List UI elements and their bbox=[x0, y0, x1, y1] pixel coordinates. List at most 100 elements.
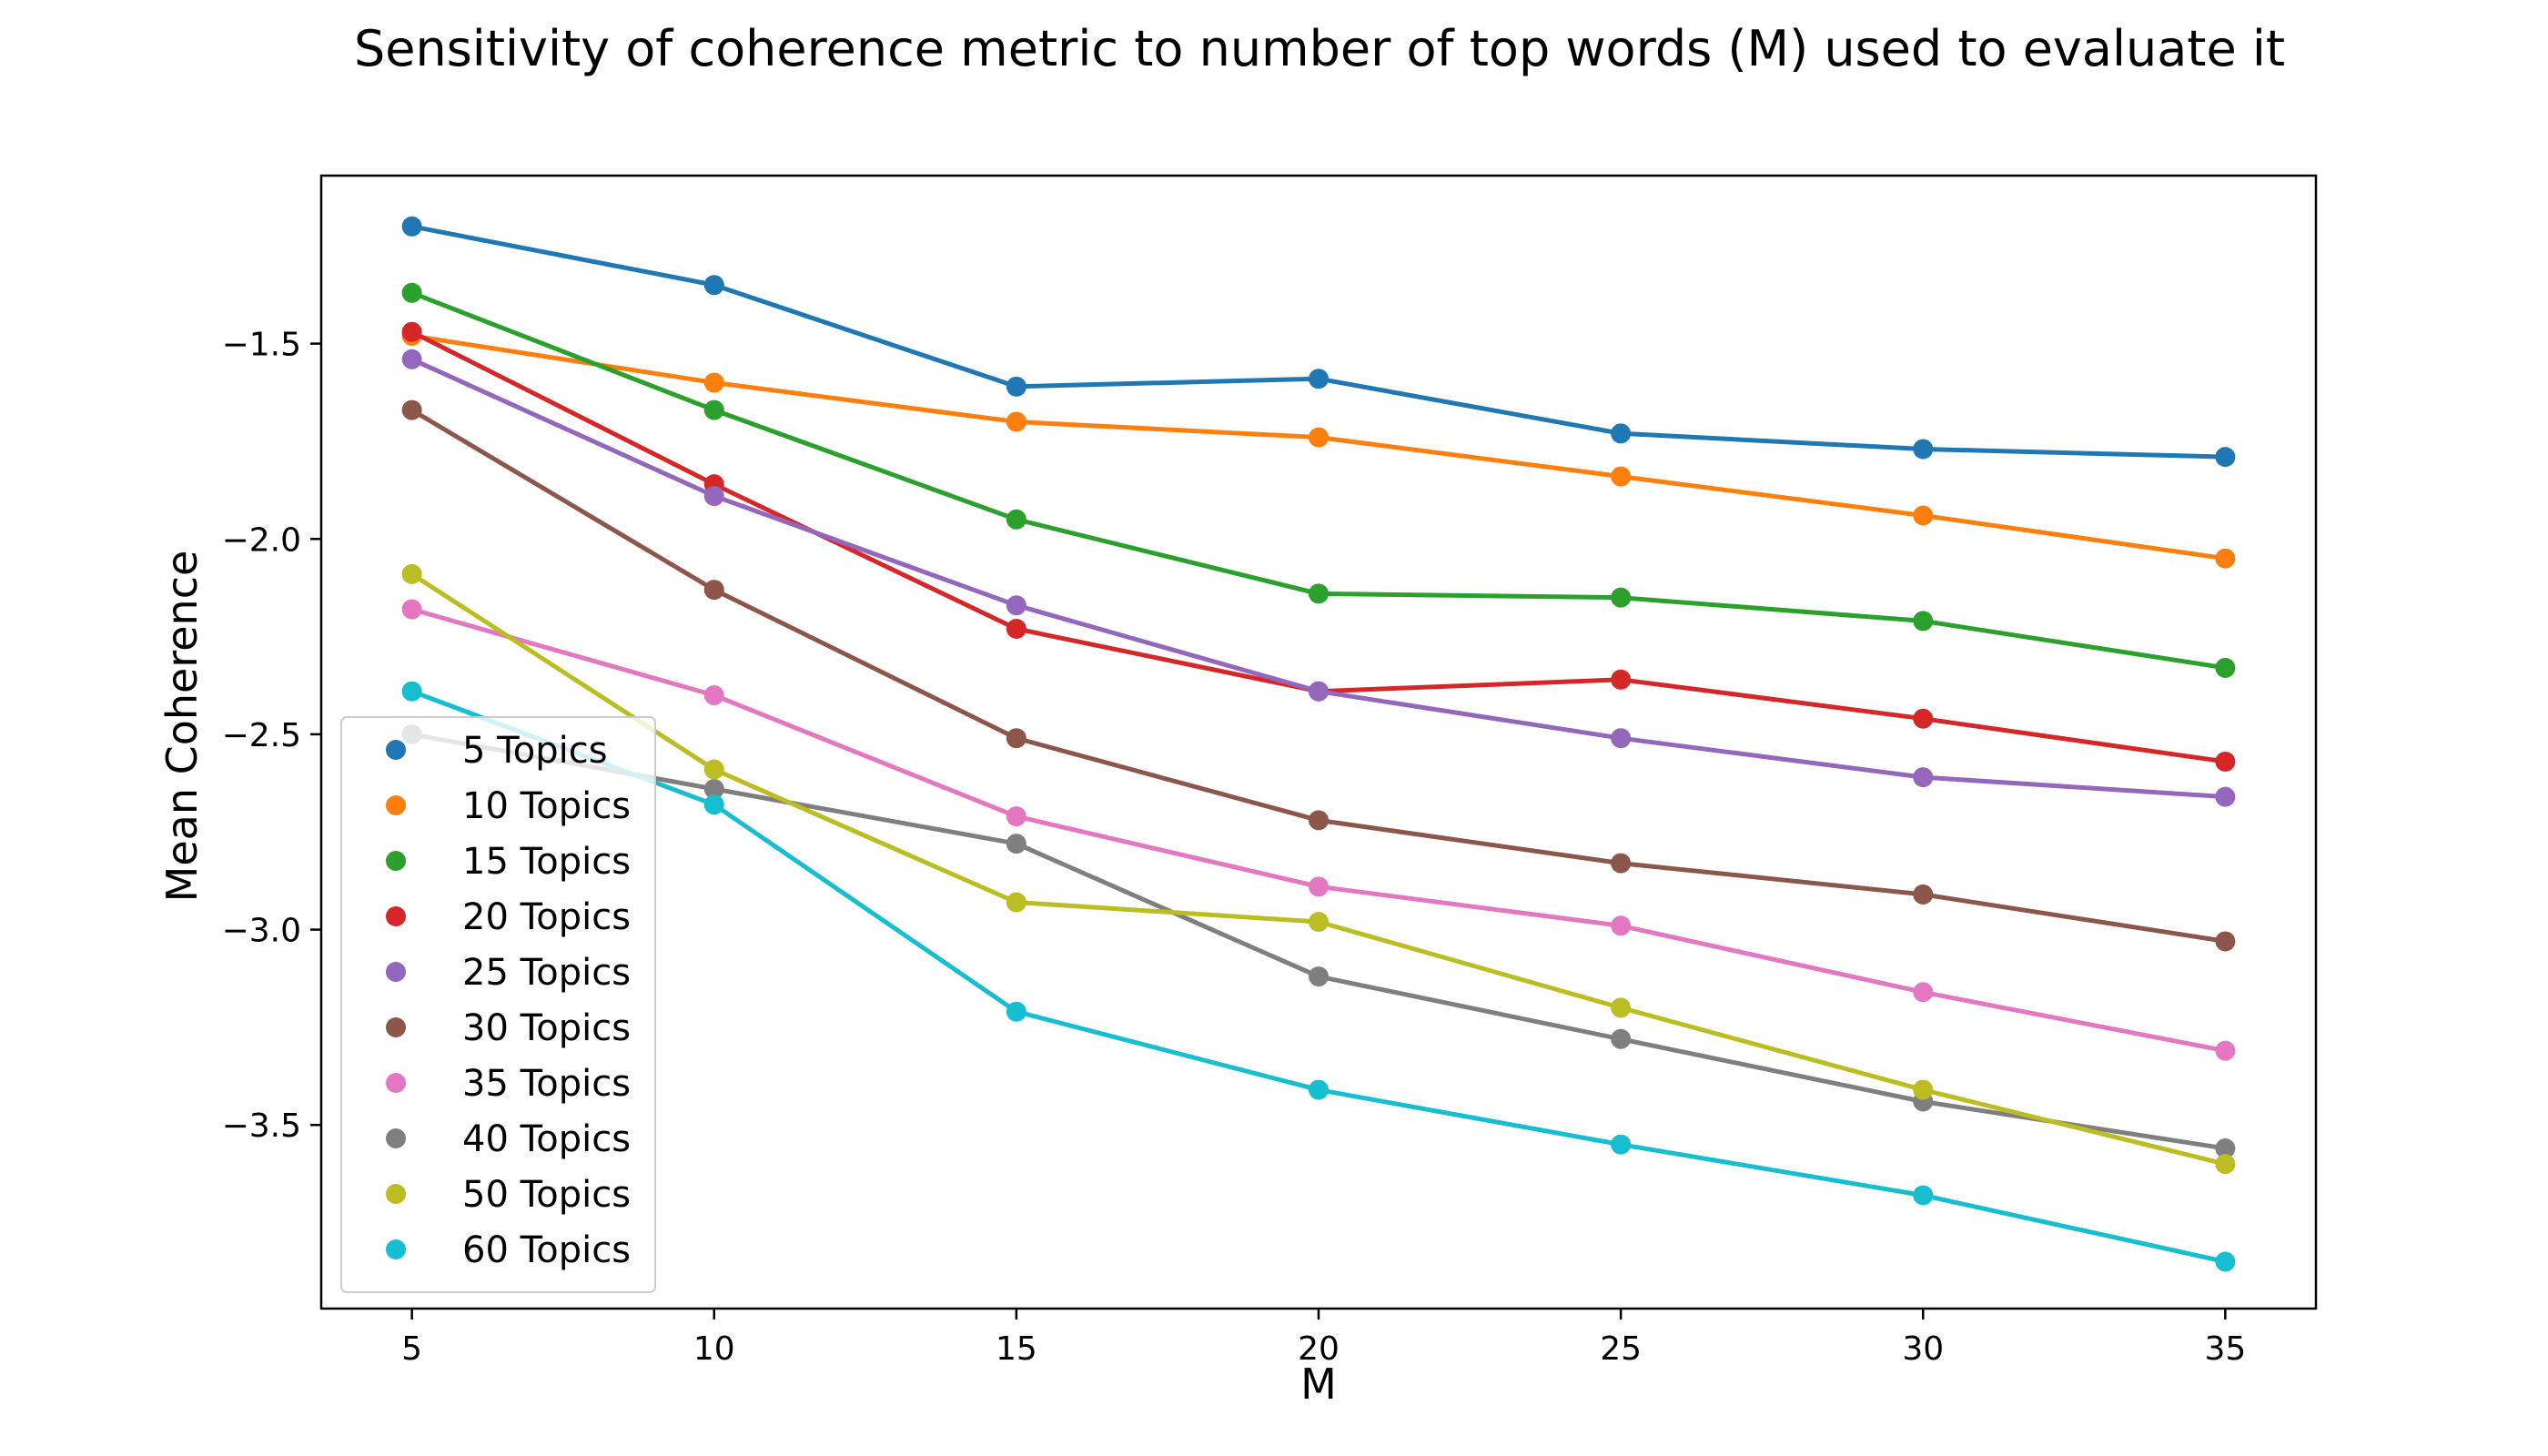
legend-entry-label: 20 Topics bbox=[462, 896, 631, 938]
plot-area bbox=[401, 216, 2236, 1272]
data-point-15-topics bbox=[1913, 611, 1934, 632]
data-point-15-topics bbox=[1006, 509, 1026, 530]
data-point-25-topics bbox=[2215, 786, 2236, 807]
data-point-10-topics bbox=[1611, 466, 1632, 487]
data-point-50-topics bbox=[401, 563, 422, 584]
legend-box bbox=[340, 716, 656, 1293]
data-point-60-topics bbox=[1309, 1079, 1329, 1100]
x-tick-label: 30 bbox=[1902, 1330, 1944, 1368]
data-point-30-topics bbox=[401, 399, 422, 420]
data-point-20-topics bbox=[1913, 708, 1934, 729]
legend-entry-label: 40 Topics bbox=[462, 1118, 631, 1160]
legend-marker bbox=[386, 851, 406, 871]
data-point-5-topics bbox=[1913, 439, 1934, 460]
data-point-5-topics bbox=[1309, 369, 1329, 389]
legend-entry-label: 25 Topics bbox=[462, 952, 631, 994]
data-point-40-topics bbox=[1611, 1028, 1632, 1049]
x-tick-label: 10 bbox=[693, 1330, 735, 1368]
data-point-30-topics bbox=[703, 580, 724, 601]
x-axis-label: M bbox=[1300, 1360, 1337, 1409]
legend-marker bbox=[386, 1239, 406, 1259]
data-point-10-topics bbox=[703, 372, 724, 393]
x-tick-label: 15 bbox=[996, 1330, 1037, 1368]
data-point-15-topics bbox=[401, 282, 422, 303]
data-point-20-topics bbox=[2215, 751, 2236, 772]
data-point-35-topics bbox=[401, 599, 422, 620]
data-point-5-topics bbox=[401, 216, 422, 237]
data-point-15-topics bbox=[1309, 583, 1329, 604]
data-point-50-topics bbox=[1611, 997, 1632, 1018]
data-point-60-topics bbox=[2215, 1251, 2236, 1272]
legend-marker bbox=[386, 1073, 406, 1093]
data-point-20-topics bbox=[401, 321, 422, 342]
data-point-50-topics bbox=[1309, 911, 1329, 932]
data-point-40-topics bbox=[1309, 966, 1329, 987]
legend-entry-label: 15 Topics bbox=[462, 841, 631, 883]
data-point-60-topics bbox=[401, 681, 422, 702]
x-tick-label: 5 bbox=[401, 1330, 422, 1368]
x-tick-label: 20 bbox=[1298, 1330, 1340, 1368]
data-point-35-topics bbox=[1006, 806, 1026, 827]
data-point-40-topics bbox=[2215, 1138, 2236, 1158]
data-point-5-topics bbox=[703, 275, 724, 296]
data-point-35-topics bbox=[2215, 1040, 2236, 1061]
data-point-30-topics bbox=[1006, 728, 1026, 749]
legend-entry-label: 35 Topics bbox=[462, 1063, 631, 1105]
legend-entry-label: 60 Topics bbox=[462, 1229, 631, 1271]
data-point-50-topics bbox=[703, 759, 724, 780]
data-point-30-topics bbox=[1309, 810, 1329, 831]
legend-marker bbox=[386, 1017, 406, 1037]
legend-entry-label: 10 Topics bbox=[462, 785, 631, 827]
legend-entry-label: 30 Topics bbox=[462, 1007, 631, 1049]
data-point-20-topics bbox=[1006, 619, 1026, 639]
data-point-25-topics bbox=[1006, 595, 1026, 616]
data-point-25-topics bbox=[1309, 681, 1329, 702]
x-tick-label: 35 bbox=[2204, 1330, 2246, 1368]
y-tick-label: −2.0 bbox=[222, 521, 301, 559]
data-point-10-topics bbox=[1913, 505, 1934, 526]
legend-marker bbox=[386, 795, 406, 815]
data-point-60-topics bbox=[1611, 1134, 1632, 1155]
data-point-35-topics bbox=[1309, 876, 1329, 897]
data-point-35-topics bbox=[1611, 915, 1632, 936]
data-point-50-topics bbox=[1913, 1079, 1934, 1100]
data-point-5-topics bbox=[2215, 447, 2236, 468]
y-axis-label: Mean Coherence bbox=[157, 551, 207, 903]
data-point-30-topics bbox=[2215, 931, 2236, 952]
x-tick-label: 25 bbox=[1600, 1330, 1642, 1368]
data-point-25-topics bbox=[703, 486, 724, 507]
legend-entry-label: 5 Topics bbox=[462, 730, 608, 772]
data-point-15-topics bbox=[1611, 587, 1632, 608]
y-tick-label: −1.5 bbox=[222, 327, 301, 364]
data-point-60-topics bbox=[703, 794, 724, 815]
chart-title: Sensitivity of coherence metric to numbe… bbox=[354, 20, 2285, 77]
data-point-40-topics bbox=[703, 779, 724, 800]
y-tick-label: −3.0 bbox=[222, 913, 301, 950]
data-point-30-topics bbox=[1913, 884, 1934, 905]
data-point-25-topics bbox=[401, 349, 422, 369]
legend: 5 Topics 10 Topics 15 Topics 20 Topics 25 To… bbox=[340, 716, 656, 1293]
data-point-10-topics bbox=[1309, 427, 1329, 448]
data-point-50-topics bbox=[2215, 1154, 2236, 1175]
legend-marker bbox=[386, 1184, 406, 1204]
data-point-40-topics bbox=[1006, 834, 1026, 854]
data-point-15-topics bbox=[2215, 657, 2236, 678]
data-point-25-topics bbox=[1611, 728, 1632, 749]
data-point-50-topics bbox=[1006, 892, 1026, 913]
data-point-10-topics bbox=[1006, 411, 1026, 432]
y-tick-label: −3.5 bbox=[222, 1107, 301, 1145]
legend-marker bbox=[386, 906, 406, 926]
legend-marker bbox=[386, 1128, 406, 1148]
data-point-35-topics bbox=[1913, 982, 1934, 1003]
data-point-15-topics bbox=[703, 399, 724, 420]
data-point-25-topics bbox=[1913, 767, 1934, 788]
y-tick-label: −2.5 bbox=[222, 717, 301, 754]
data-point-20-topics bbox=[1611, 669, 1632, 690]
legend-marker bbox=[386, 962, 406, 982]
data-point-30-topics bbox=[1611, 853, 1632, 874]
data-point-60-topics bbox=[1913, 1185, 1934, 1206]
legend-entry-label: 50 Topics bbox=[462, 1174, 631, 1216]
data-point-10-topics bbox=[2215, 548, 2236, 569]
data-point-5-topics bbox=[1006, 376, 1026, 397]
